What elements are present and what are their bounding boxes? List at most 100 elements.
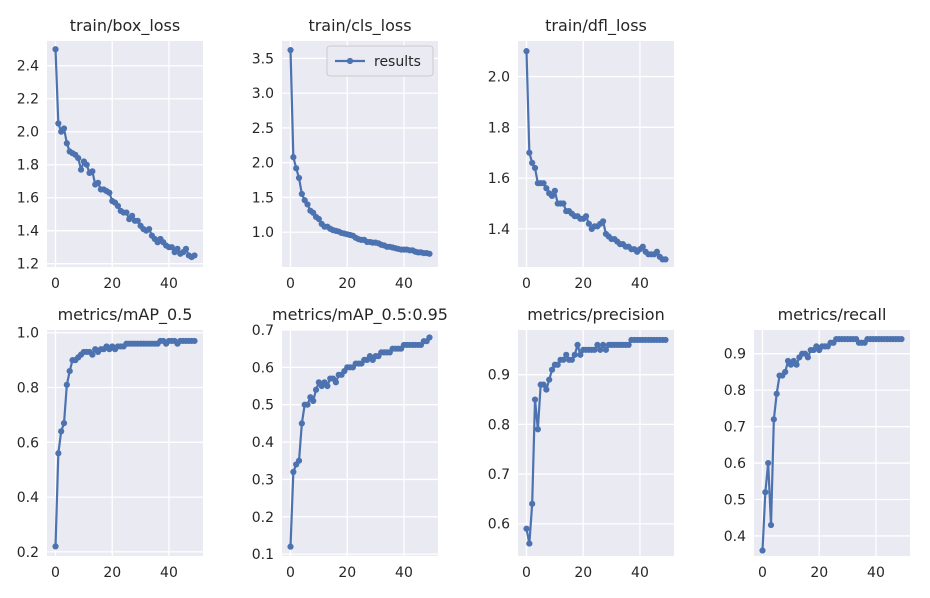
legend-label: results <box>374 54 421 70</box>
data-point <box>548 366 556 373</box>
data-point <box>762 489 769 496</box>
data-point <box>106 189 113 196</box>
data-point <box>75 155 82 162</box>
data-point <box>295 174 303 182</box>
data-point <box>55 120 62 127</box>
data-point <box>146 225 153 233</box>
data-point <box>543 386 550 393</box>
data-point <box>426 250 433 257</box>
data-point <box>759 547 766 554</box>
data-point <box>571 351 578 358</box>
legend: results <box>326 45 434 77</box>
data-point <box>602 346 610 353</box>
data-point <box>315 215 322 223</box>
data-point <box>63 381 70 388</box>
x-tick-label: 0 <box>51 565 60 581</box>
data-point <box>526 540 533 547</box>
x-tick-label: 20 <box>574 565 592 581</box>
y-tick-label: 1.6 <box>488 171 510 187</box>
data-point <box>332 379 339 386</box>
data-point <box>551 187 558 194</box>
plot-area <box>518 41 674 267</box>
data-point <box>63 140 70 147</box>
data-point <box>531 396 539 403</box>
panel-train-box-loss: train/box_loss 0 20 40 1.2 1.4 1.6 1.8 2.0 2.2 2.4 <box>17 16 203 292</box>
data-point <box>89 168 96 175</box>
data-point <box>767 521 775 529</box>
y-tick-label: 2.4 <box>17 59 39 75</box>
data-point <box>89 351 96 358</box>
y-tick-label: 0.6 <box>17 435 39 451</box>
x-tick-label: 40 <box>160 276 178 292</box>
data-point <box>526 149 533 156</box>
y-tick-label: 0.5 <box>252 398 274 414</box>
panel-train-cls-loss: train/cls_loss 0 20 40 1.0 1.5 2.0 2.5 3.0 3.5 res… <box>252 16 438 292</box>
panel-title: metrics/precision <box>527 305 664 324</box>
data-point <box>58 428 65 435</box>
y-tick-label: 2.2 <box>17 92 39 108</box>
data-point <box>52 46 59 53</box>
data-point <box>134 217 141 224</box>
data-point <box>560 200 567 207</box>
data-point <box>523 525 530 532</box>
data-point <box>765 459 772 467</box>
y-tick-label: 1.4 <box>17 224 39 240</box>
data-point <box>898 336 905 343</box>
x-tick-label: 0 <box>286 276 295 292</box>
legend-box <box>326 45 434 77</box>
y-tick-label: 0.6 <box>488 517 510 533</box>
data-point <box>310 397 317 405</box>
data-point <box>304 201 311 208</box>
y-tick-label: 0.5 <box>724 493 746 509</box>
data-point <box>554 361 561 368</box>
data-point <box>560 356 567 363</box>
y-tick-label: 0.8 <box>17 381 39 397</box>
y-tick-label: 1.6 <box>17 191 39 207</box>
data-point <box>191 252 198 259</box>
data-point <box>191 337 198 345</box>
data-point <box>653 248 661 255</box>
data-point <box>577 351 584 358</box>
data-point <box>639 243 646 250</box>
x-tick-label: 20 <box>338 276 356 292</box>
data-point <box>298 190 305 198</box>
y-tick-label: 0.7 <box>252 323 274 339</box>
panel-title: train/box_loss <box>70 16 180 36</box>
data-point <box>77 166 85 173</box>
y-tick-label: 0.3 <box>252 472 274 488</box>
data-point <box>290 154 297 161</box>
data-point <box>426 334 433 341</box>
data-point <box>793 361 800 368</box>
data-point <box>324 382 331 390</box>
y-tick-label: 3.5 <box>252 51 274 67</box>
panel-metrics-precision: metrics/precision 0 20 40 0.6 0.7 0.8 0.9 <box>488 305 674 581</box>
data-point <box>625 341 632 348</box>
data-point <box>546 376 553 383</box>
data-point <box>293 165 300 172</box>
x-tick-label: 20 <box>574 276 592 292</box>
y-tick-label: 0.7 <box>724 420 746 436</box>
data-point <box>128 212 136 219</box>
data-point <box>585 220 593 227</box>
x-tick-label: 20 <box>103 565 121 581</box>
data-point <box>534 426 541 433</box>
x-tick-label: 0 <box>522 565 531 581</box>
x-tick-label: 20 <box>810 565 828 581</box>
data-point <box>298 420 305 427</box>
y-tick-label: 1.5 <box>252 190 274 206</box>
x-tick-label: 0 <box>286 565 295 581</box>
panel-metrics-map-0-5-0-95: metrics/mAP_0.5:0.95 0 20 40 0.1 0.2 0.3 0.4 0.5… <box>252 305 448 581</box>
x-tick-label: 40 <box>631 276 649 292</box>
y-tick-label: 0.6 <box>252 360 274 376</box>
y-tick-label: 1.8 <box>17 158 39 174</box>
data-point <box>174 245 181 252</box>
x-tick-label: 20 <box>338 565 356 581</box>
data-point <box>60 420 68 427</box>
panel-title: train/cls_loss <box>308 16 411 36</box>
y-tick-label: 0.8 <box>488 417 510 433</box>
y-tick-label: 0.7 <box>488 467 510 483</box>
data-point <box>529 500 536 507</box>
x-tick-label: 40 <box>395 276 413 292</box>
data-point <box>594 341 601 348</box>
